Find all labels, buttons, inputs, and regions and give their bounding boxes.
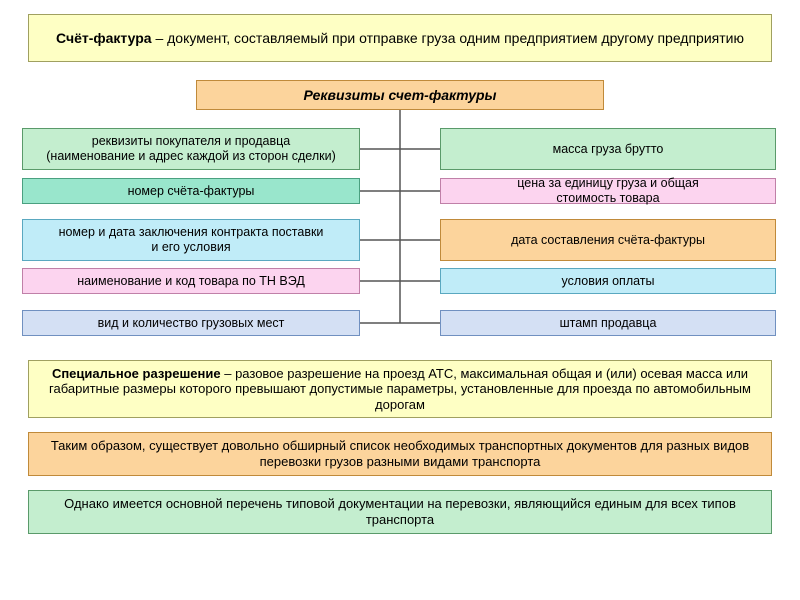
left-item-0: реквизиты покупателя и продавца (наимено… <box>22 128 360 170</box>
right-item-label-3: условия оплаты <box>561 274 654 289</box>
left-item-1: номер счёта-фактуры <box>22 178 360 204</box>
right-item-1: цена за единицу груза и общая стоимость … <box>440 178 776 204</box>
left-item-label-1: номер счёта-фактуры <box>128 184 255 199</box>
footer-box-0: Специальное разрешение – разовое разреше… <box>28 360 772 418</box>
left-item-label-2: номер и дата заключения контракта постав… <box>59 225 324 255</box>
right-item-label-4: штамп продавца <box>560 316 657 331</box>
right-item-3: условия оплаты <box>440 268 776 294</box>
footer-box-2: Однако имеется основной перечень типовой… <box>28 490 772 534</box>
subtitle-box: Реквизиты счет-фактуры <box>196 80 604 110</box>
left-item-3: наименование и код товара по ТН ВЭД <box>22 268 360 294</box>
left-item-4: вид и количество грузовых мест <box>22 310 360 336</box>
title-box: Счёт-фактура – документ, составляемый пр… <box>28 14 772 62</box>
subtitle-text: Реквизиты счет-фактуры <box>303 87 496 104</box>
left-item-label-4: вид и количество грузовых мест <box>98 316 285 331</box>
right-item-label-1: цена за единицу груза и общая стоимость … <box>517 176 699 206</box>
footer-text-1: Таким образом, существует довольно обшир… <box>35 438 765 469</box>
title-text: Счёт-фактура – документ, составляемый пр… <box>56 30 744 47</box>
left-item-label-3: наименование и код товара по ТН ВЭД <box>77 274 305 289</box>
title-rest: – документ, составляемый при отправке гр… <box>152 30 744 46</box>
title-bold: Счёт-фактура <box>56 30 152 46</box>
left-item-label-0: реквизиты покупателя и продавца (наимено… <box>46 134 336 164</box>
right-item-2: дата составления счёта-фактуры <box>440 219 776 261</box>
left-item-2: номер и дата заключения контракта постав… <box>22 219 360 261</box>
footer-text-0: Специальное разрешение – разовое разреше… <box>35 366 765 413</box>
right-item-0: масса груза брутто <box>440 128 776 170</box>
footer-text-2: Однако имеется основной перечень типовой… <box>35 496 765 527</box>
footer-box-1: Таким образом, существует довольно обшир… <box>28 432 772 476</box>
right-item-label-2: дата составления счёта-фактуры <box>511 233 705 248</box>
right-item-label-0: масса груза брутто <box>553 142 664 157</box>
right-item-4: штамп продавца <box>440 310 776 336</box>
